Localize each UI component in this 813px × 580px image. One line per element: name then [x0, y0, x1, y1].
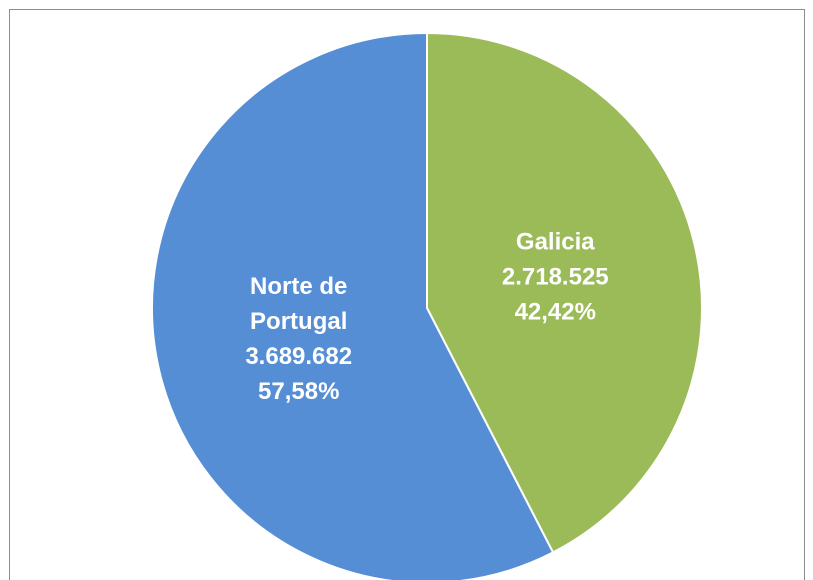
pie-slice	[426, 31, 703, 554]
pie-slice	[151, 31, 555, 580]
percentage-label: 42,42%	[514, 298, 596, 326]
chart-border	[9, 9, 805, 580]
value-label: 3.689.682	[245, 343, 353, 371]
slice-label: Galicia 2.718.525 42,42%	[480, 224, 630, 329]
category-label: Galicia	[515, 228, 595, 256]
percentage-label: 57,58%	[258, 378, 340, 406]
category-label: Norte de Portugal	[250, 273, 348, 336]
value-label: 2.718.525	[501, 263, 609, 291]
slice-label: Norte de Portugal 3.689.682 57,58%	[224, 269, 374, 409]
